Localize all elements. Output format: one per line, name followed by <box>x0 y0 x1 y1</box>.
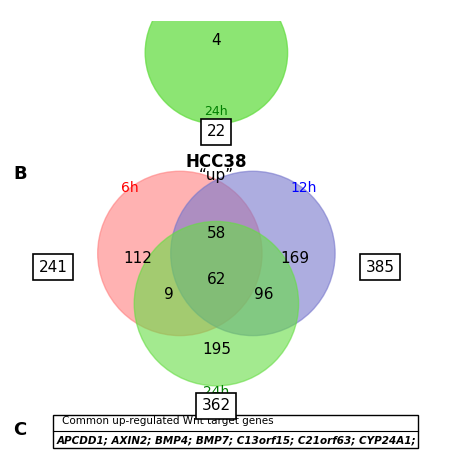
Text: B: B <box>13 165 27 183</box>
Text: 4: 4 <box>211 33 221 48</box>
Circle shape <box>134 221 299 386</box>
Text: 112: 112 <box>123 250 152 265</box>
Text: Common up-regulated Wnt target genes: Common up-regulated Wnt target genes <box>62 417 273 427</box>
Text: 24h: 24h <box>203 385 229 399</box>
Text: 96: 96 <box>254 287 273 302</box>
Text: 9: 9 <box>164 287 174 302</box>
Text: C: C <box>13 420 27 438</box>
Text: 62: 62 <box>207 272 226 286</box>
Circle shape <box>145 0 288 124</box>
Text: HCC38: HCC38 <box>186 153 247 171</box>
Text: 6h: 6h <box>121 181 138 195</box>
Text: 169: 169 <box>280 250 310 265</box>
Circle shape <box>98 171 262 336</box>
Text: 385: 385 <box>365 260 394 274</box>
Text: 24h: 24h <box>205 105 228 118</box>
FancyBboxPatch shape <box>53 415 418 448</box>
Text: “up”: “up” <box>199 168 234 183</box>
Text: 241: 241 <box>38 260 67 274</box>
Text: 58: 58 <box>207 226 226 241</box>
Text: APCDD1; AXIN2; BMP4; BMP7; C13orf15; C21orf63; CYP24A1;: APCDD1; AXIN2; BMP4; BMP7; C13orf15; C21… <box>56 436 416 446</box>
Text: 12h: 12h <box>290 181 316 195</box>
Text: 362: 362 <box>202 399 231 413</box>
Circle shape <box>171 171 335 336</box>
Text: 22: 22 <box>207 125 226 139</box>
Text: 195: 195 <box>202 342 231 357</box>
